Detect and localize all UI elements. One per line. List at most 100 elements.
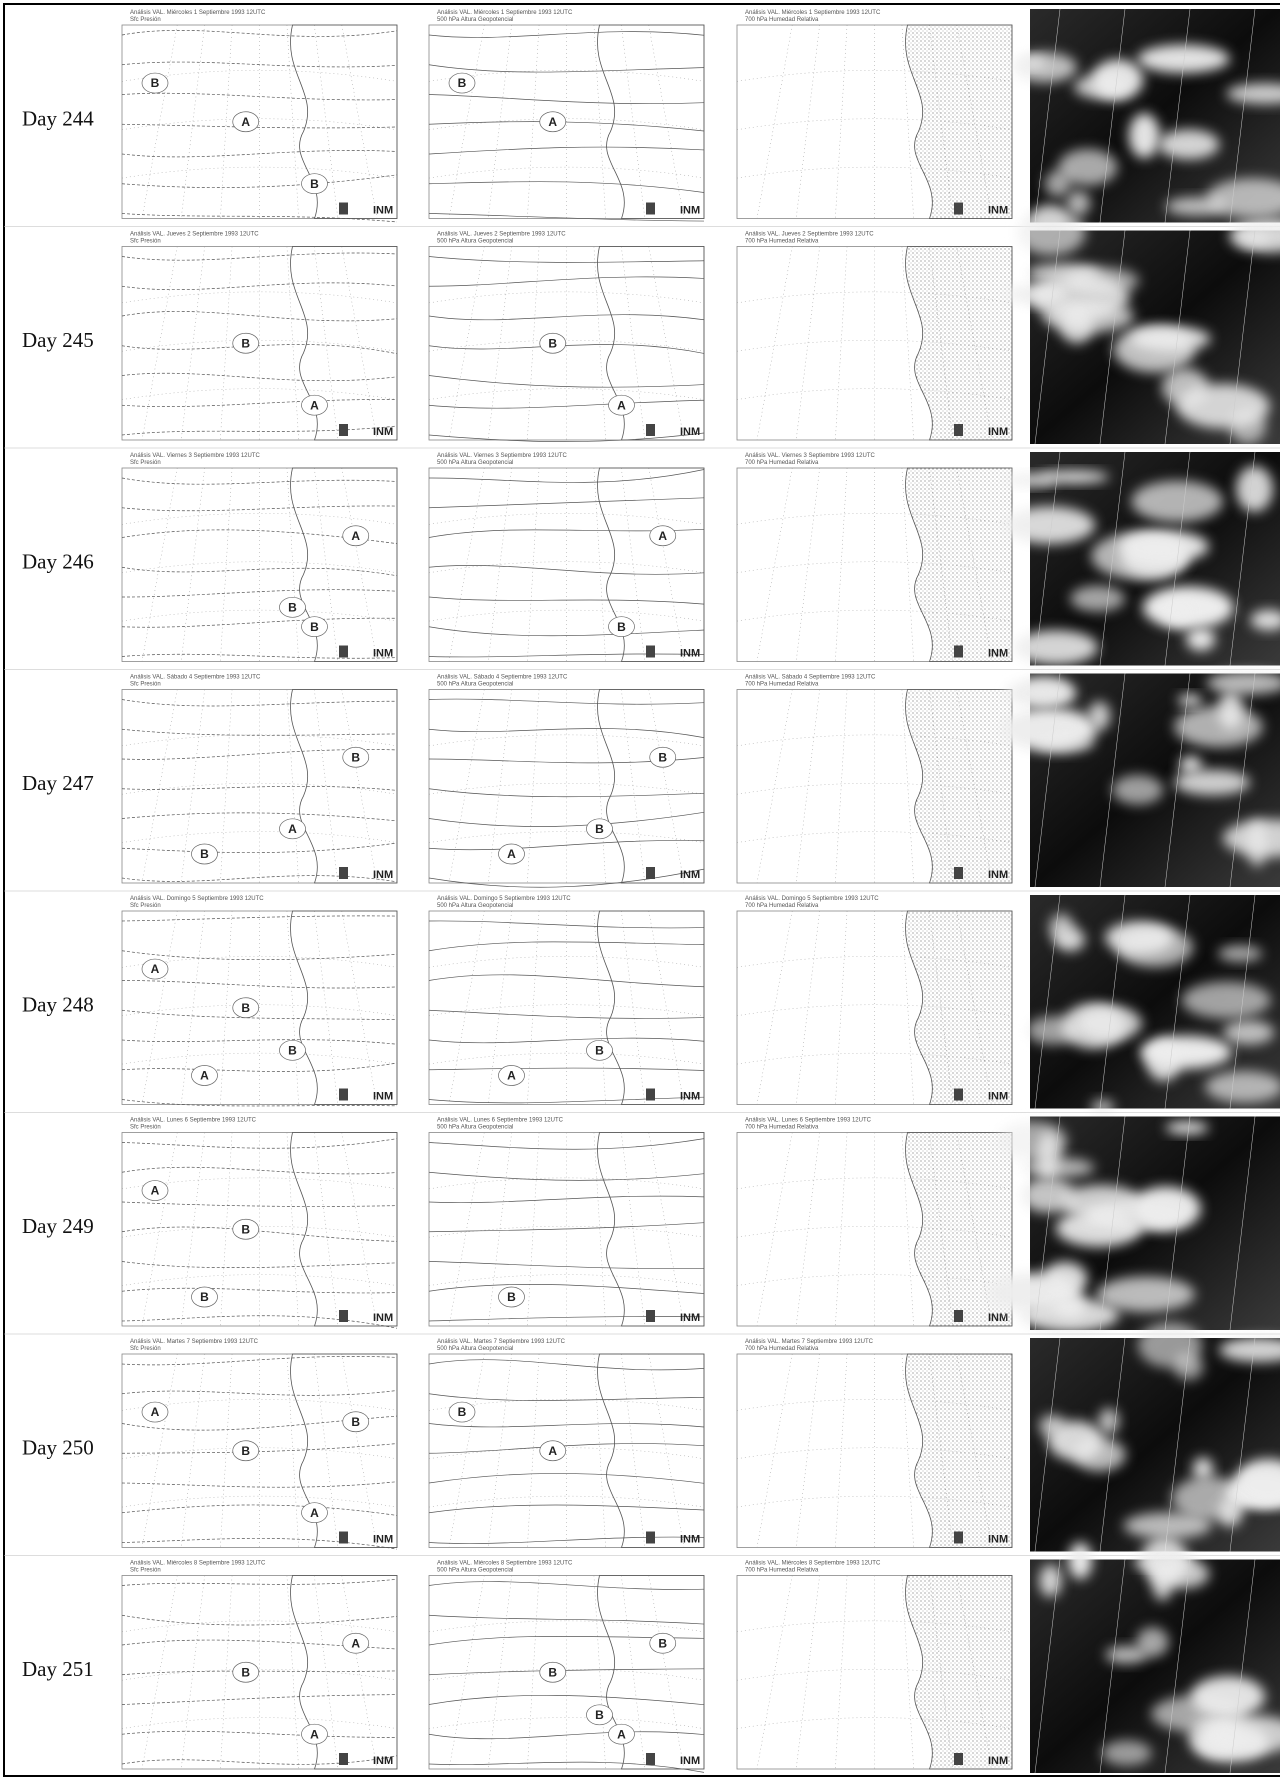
parallel bbox=[428, 291, 705, 304]
meridian bbox=[795, 246, 820, 441]
satellite-image bbox=[1001, 671, 1280, 888]
meridian bbox=[141, 246, 178, 441]
parallel bbox=[121, 1447, 398, 1459]
day-label: Day 251 bbox=[22, 1657, 94, 1681]
isoline bbox=[121, 1138, 398, 1149]
map-subtitle: 700 hPa Humedad Relativa bbox=[745, 1346, 819, 1352]
meridian bbox=[220, 24, 233, 219]
cloud bbox=[1179, 755, 1203, 774]
weather-map: Análisis VAL. Domingo 5 Septiembre 1993 … bbox=[736, 896, 1013, 1105]
isoline bbox=[121, 749, 398, 760]
center-isoline bbox=[232, 111, 260, 133]
center-isoline bbox=[342, 1632, 370, 1654]
meridian bbox=[487, 689, 512, 884]
center-isoline bbox=[539, 1440, 567, 1462]
meridian bbox=[621, 246, 646, 441]
center-isoline bbox=[141, 1401, 169, 1423]
cloud bbox=[1192, 1457, 1214, 1480]
cloud bbox=[1060, 307, 1094, 344]
cloud bbox=[1098, 1407, 1120, 1435]
isoline bbox=[428, 146, 705, 155]
parallel bbox=[121, 956, 398, 968]
cloud bbox=[1130, 326, 1211, 352]
logo-crest bbox=[646, 1753, 655, 1765]
isoline bbox=[428, 840, 705, 851]
meridian bbox=[593, 24, 606, 219]
weather-map: Análisis VAL. Miércoles 1 Septiembre 199… bbox=[428, 10, 705, 222]
meridian bbox=[180, 1575, 205, 1770]
meridian bbox=[220, 467, 233, 662]
coastline bbox=[290, 689, 398, 884]
center-isoline bbox=[608, 394, 635, 416]
meridian bbox=[835, 1575, 848, 1770]
weather-map: Análisis VAL. Domingo 5 Septiembre 1993 … bbox=[428, 896, 705, 1105]
parallel bbox=[121, 388, 398, 400]
meridian bbox=[648, 1575, 685, 1770]
sat-grid bbox=[1034, 451, 1061, 666]
map-title: Análisis VAL. Miércoles 8 Septiembre 199… bbox=[437, 1561, 573, 1567]
meridian bbox=[487, 1575, 512, 1770]
map-title: Análisis VAL. Domingo 5 Septiembre 1993 … bbox=[437, 896, 571, 902]
sat-grid bbox=[1229, 1559, 1256, 1774]
meridian bbox=[795, 467, 820, 662]
meridian bbox=[756, 689, 793, 884]
parallel bbox=[428, 1052, 705, 1065]
humidity-shading bbox=[905, 468, 1012, 662]
meridian bbox=[314, 1575, 339, 1770]
isoline bbox=[121, 589, 398, 598]
meridian bbox=[835, 24, 848, 219]
map-title: Análisis VAL. Miércoles 1 Septiembre 199… bbox=[745, 10, 881, 16]
meridian bbox=[286, 467, 299, 662]
cloud bbox=[1177, 694, 1203, 707]
cloud bbox=[1085, 1201, 1185, 1230]
meridian bbox=[901, 1353, 914, 1548]
sat-grid bbox=[1229, 894, 1256, 1109]
humidity-shading bbox=[905, 25, 1012, 219]
pressure-center: B bbox=[200, 847, 209, 861]
logo: INM bbox=[373, 205, 393, 217]
isoline bbox=[121, 92, 398, 101]
meridian bbox=[795, 1132, 820, 1327]
map-subtitle: 500 hPa Altura Geopotencial bbox=[437, 460, 513, 466]
map-subtitle: 700 hPa Humedad Relativa bbox=[745, 460, 819, 466]
logo: INM bbox=[988, 1312, 1008, 1324]
logo-crest bbox=[646, 1310, 655, 1322]
parallel bbox=[428, 1620, 705, 1633]
logo-crest bbox=[646, 645, 655, 658]
pressure-center: B bbox=[458, 1405, 467, 1419]
map-title: Análisis VAL. Viernes 3 Septiembre 1993 … bbox=[437, 453, 568, 459]
cloud bbox=[1174, 769, 1251, 796]
sat-grid bbox=[1164, 894, 1191, 1109]
logo-crest bbox=[954, 1310, 963, 1322]
cloud bbox=[1250, 609, 1280, 631]
day-row: Day 250 Análisis VAL. Martes 7 Septiembre… bbox=[4, 1322, 1280, 1552]
map-title: Análisis VAL. Lunes 6 Septiembre 1993 12… bbox=[745, 1118, 872, 1124]
center-isoline bbox=[141, 72, 169, 94]
parallel bbox=[121, 609, 398, 622]
isoline bbox=[428, 1731, 705, 1740]
meridian bbox=[141, 910, 178, 1105]
center-isoline bbox=[586, 1704, 613, 1726]
cloud bbox=[1236, 1458, 1280, 1502]
parallel bbox=[121, 340, 398, 352]
pressure-center: A bbox=[288, 822, 297, 836]
isoline bbox=[121, 1538, 398, 1550]
isoline bbox=[121, 875, 398, 883]
meridian bbox=[648, 24, 685, 219]
meridian bbox=[487, 246, 512, 441]
logo: INM bbox=[680, 1534, 700, 1546]
isoline bbox=[428, 596, 705, 605]
meridian bbox=[286, 24, 299, 219]
sat-grid bbox=[1164, 673, 1191, 888]
center-isoline bbox=[301, 1723, 328, 1745]
figure-border bbox=[3, 3, 1280, 1777]
weather-map: Análisis VAL. Miércoles 1 Septiembre 199… bbox=[736, 10, 1013, 219]
parallel bbox=[121, 831, 398, 843]
meridian bbox=[220, 1353, 233, 1548]
map-subtitle: 700 hPa Humedad Relativa bbox=[745, 1125, 819, 1131]
isoline bbox=[428, 1614, 705, 1625]
meridian bbox=[527, 1132, 540, 1327]
meridian bbox=[141, 1575, 178, 1770]
cloud bbox=[1239, 230, 1270, 246]
cloud bbox=[1162, 600, 1194, 625]
